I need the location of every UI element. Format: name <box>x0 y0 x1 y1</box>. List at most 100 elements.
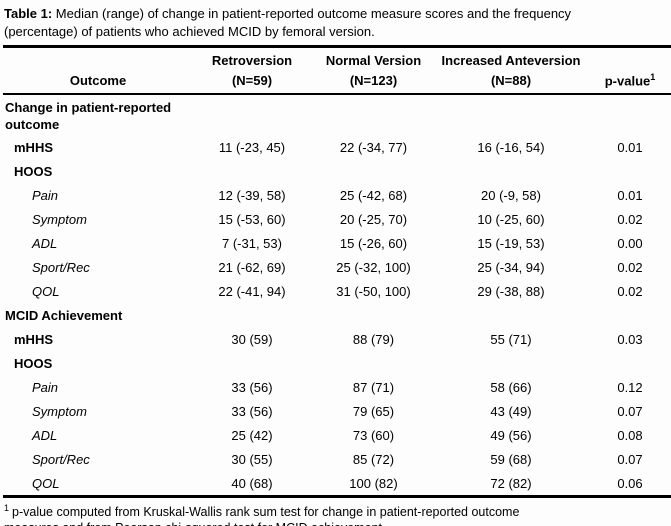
table-body: Change in patient-reported outcome mHHS … <box>3 94 671 497</box>
pvalue-cell: 0.01 <box>617 187 643 203</box>
pvalue-cell: 0.12 <box>617 379 643 395</box>
row-label: mHHS <box>14 331 54 347</box>
row-label: QOL <box>32 475 60 491</box>
table-row-pain-mcid: Pain 33 (56) 87 (71) 58 (66) 0.12 <box>3 375 671 399</box>
pvalue-cell: 0.02 <box>617 211 643 227</box>
section-label: Change in patient-reported outcome <box>5 100 172 132</box>
value-cell: 49 (56) <box>490 427 532 443</box>
row-label: ADL <box>32 427 58 443</box>
header-normal-version-line2: (N=123) <box>349 73 398 88</box>
table-footnote: 1 p-value computed from Kruskal-Wallis ra… <box>4 501 668 526</box>
subsection-row-hoos-mcid: HOOS <box>3 351 671 375</box>
value-cell: 25 (-42, 68) <box>339 187 408 203</box>
table-caption-label: Table 1: <box>4 6 53 21</box>
value-cell: 15 (-19, 53) <box>477 235 545 251</box>
value-cell <box>311 303 436 327</box>
pvalue-cell: 0.02 <box>617 259 643 275</box>
value-cell: 73 (60) <box>352 427 395 443</box>
row-label: HOOS <box>14 355 53 371</box>
header-normal-version-line1: Normal Version <box>325 53 422 68</box>
value-cell: 25 (-32, 100) <box>336 259 411 275</box>
value-cell: 22 (-34, 77) <box>339 139 408 155</box>
header-outcome-label: Outcome <box>69 73 127 88</box>
table-row-pain-change: Pain 12 (-39, 58) 25 (-42, 68) 20 (-9, 5… <box>3 183 671 207</box>
row-label: QOL <box>32 283 60 299</box>
header-pvalue: p-value1 <box>586 46 671 95</box>
value-cell: 43 (49) <box>490 403 532 419</box>
row-label: mHHS <box>14 139 54 155</box>
header-normal-version: Normal Version (N=123) <box>311 46 436 95</box>
footnote-superscript: 1 <box>4 503 10 513</box>
pvalue-cell: 0.01 <box>617 139 643 155</box>
value-cell: 33 (56) <box>231 379 273 395</box>
section-row-change: Change in patient-reported outcome <box>3 94 671 135</box>
value-cell: 15 (-53, 60) <box>218 211 286 227</box>
value-cell: 31 (-50, 100) <box>336 283 411 299</box>
header-pvalue-superscript: 1 <box>650 71 656 82</box>
value-cell: 25 (42) <box>231 427 273 443</box>
pvalue-cell: 0.03 <box>617 331 643 347</box>
row-label: Pain <box>32 379 59 395</box>
value-cell: 33 (56) <box>231 403 273 419</box>
header-retroversion: Retroversion (N=59) <box>193 46 311 95</box>
value-cell: 29 (-38, 88) <box>477 283 545 299</box>
value-cell: 12 (-39, 58) <box>218 187 286 203</box>
value-cell <box>193 159 311 183</box>
pvalue-cell: 0.02 <box>617 283 643 299</box>
value-cell: 15 (-26, 60) <box>339 235 408 251</box>
pvalue-cell <box>586 351 671 375</box>
table-row-qol-change: QOL 22 (-41, 94) 31 (-50, 100) 29 (-38, … <box>3 279 671 303</box>
value-cell: 87 (71) <box>352 379 395 395</box>
value-cell: 21 (-62, 69) <box>218 259 286 275</box>
value-cell <box>193 351 311 375</box>
row-label: ADL <box>32 235 58 251</box>
row-label: Sport/Rec <box>32 259 90 275</box>
header-increased-anteversion: Increased Anteversion (N=88) <box>436 46 586 95</box>
value-cell <box>193 303 311 327</box>
value-cell: 10 (-25, 60) <box>477 211 545 227</box>
pvalue-cell <box>586 159 671 183</box>
table-row-sportrec-change: Sport/Rec 21 (-62, 69) 25 (-32, 100) 25 … <box>3 255 671 279</box>
table-row-symptom-change: Symptom 15 (-53, 60) 20 (-25, 70) 10 (-2… <box>3 207 671 231</box>
table-row-adl-change: ADL 7 (-31, 53) 15 (-26, 60) 15 (-19, 53… <box>3 231 671 255</box>
value-cell <box>311 159 436 183</box>
header-increased-anteversion-line2: (N=88) <box>490 73 532 88</box>
subsection-row-hoos-change: HOOS <box>3 159 671 183</box>
table-row-mhhs-mcid: mHHS 30 (59) 88 (79) 55 (71) 0.03 <box>3 327 671 351</box>
pvalue-cell: 0.08 <box>617 427 643 443</box>
value-cell: 85 (72) <box>352 451 395 467</box>
row-label: Pain <box>32 187 59 203</box>
value-cell: 7 (-31, 53) <box>222 235 282 251</box>
value-cell: 40 (68) <box>231 475 273 491</box>
footnote-line1: p-value computed from Kruskal-Wallis ran… <box>12 505 520 520</box>
row-label: Symptom <box>32 211 87 227</box>
value-cell <box>311 351 436 375</box>
pvalue-cell <box>586 94 671 135</box>
value-cell: 25 (-34, 94) <box>477 259 545 275</box>
pvalue-cell: 0.06 <box>617 475 643 491</box>
pvalue-cell <box>586 303 671 327</box>
value-cell <box>436 94 586 135</box>
value-cell: 55 (71) <box>490 331 532 347</box>
table-caption-line1: Median (range) of change in patient-repo… <box>55 6 572 21</box>
value-cell <box>436 303 586 327</box>
header-increased-anteversion-line1: Increased Anteversion <box>441 53 581 68</box>
row-label: Sport/Rec <box>32 451 90 467</box>
header-pvalue-text: p-value <box>604 73 651 88</box>
value-cell: 72 (82) <box>490 475 532 491</box>
value-cell: 59 (68) <box>490 451 532 467</box>
pvalue-cell: 0.00 <box>617 235 643 251</box>
outcomes-table: Outcome Retroversion (N=59) Normal Versio… <box>3 45 671 498</box>
table-row-qol-mcid: QOL 40 (68) 100 (82) 72 (82) 0.06 <box>3 471 671 497</box>
value-cell: 16 (-16, 54) <box>477 139 545 155</box>
value-cell: 20 (-25, 70) <box>339 211 408 227</box>
value-cell: 100 (82) <box>349 475 398 491</box>
value-cell: 88 (79) <box>352 331 395 347</box>
table-row-adl-mcid: ADL 25 (42) 73 (60) 49 (56) 0.08 <box>3 423 671 447</box>
table-header: Outcome Retroversion (N=59) Normal Versio… <box>3 46 671 95</box>
section-label: MCID Achievement <box>5 307 123 323</box>
header-retroversion-line1: Retroversion <box>211 53 293 68</box>
header-outcome: Outcome <box>3 46 193 95</box>
